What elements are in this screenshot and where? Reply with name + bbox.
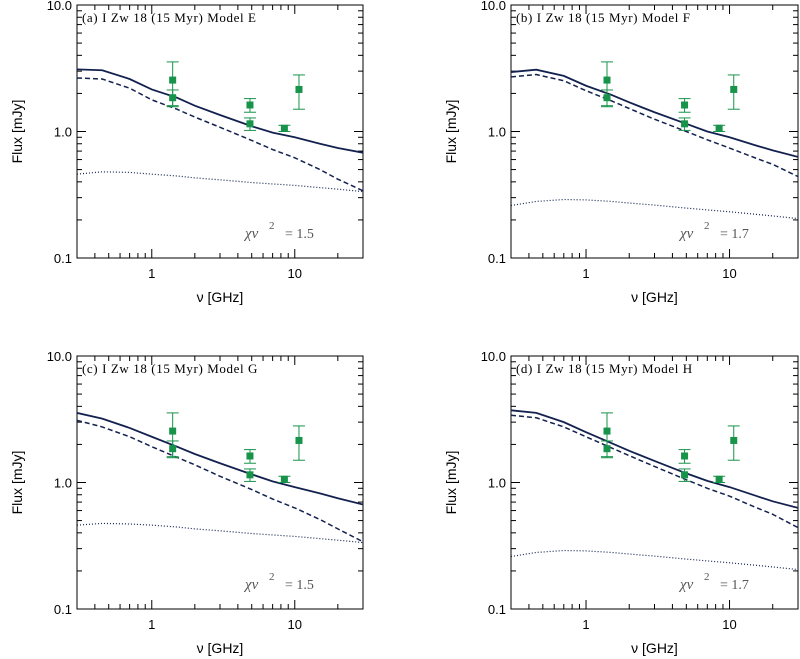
y-tick-label: 0.1 — [488, 251, 506, 266]
model-line-dashed — [77, 419, 363, 543]
data-point — [246, 452, 254, 460]
x-tick-label: 10 — [722, 266, 736, 281]
y-axis-title: Flux [mJy] — [9, 451, 25, 515]
y-axis-title: Flux [mJy] — [443, 451, 459, 515]
data-point — [681, 101, 689, 109]
panel-title: (b) I Zw 18 (15 Myr) Model F — [516, 10, 691, 25]
chi-symbol: χν — [678, 226, 694, 242]
y-tick-label: 1.0 — [488, 125, 506, 140]
chi-value: = 1.5 — [285, 578, 314, 593]
chart-panel-0: 1 10 0.1 1.0 10.0 ν [GHz] Flux [mJy] (a) I Zw 1… — [9, 0, 364, 305]
panel-title: (d) I Zw 18 (15 Myr) Model H — [516, 361, 693, 376]
x-axis-title: ν [GHz] — [197, 289, 244, 305]
data-point — [603, 427, 611, 435]
data-point — [681, 471, 689, 479]
model-line-dashed — [511, 414, 798, 529]
data-point — [730, 436, 738, 444]
y-tick-label: 10.0 — [481, 349, 506, 364]
panel-title: (c) I Zw 18 (15 Myr) Model G — [82, 361, 258, 376]
x-tick-label: 1 — [582, 266, 589, 281]
y-tick-label: 1.0 — [54, 125, 72, 140]
x-tick-label: 10 — [288, 617, 302, 632]
data-point — [603, 94, 611, 102]
data-point — [246, 101, 254, 109]
y-tick-label: 10.0 — [481, 0, 506, 13]
data-point — [681, 452, 689, 460]
y-tick-label: 1.0 — [54, 476, 72, 491]
model-line-solid — [77, 68, 363, 154]
y-tick-label: 1.0 — [488, 476, 506, 491]
data-point — [280, 124, 288, 132]
data-point — [280, 475, 288, 483]
data-point — [295, 85, 303, 93]
x-tick-label: 1 — [148, 617, 155, 632]
model-line-dotted — [511, 198, 798, 220]
model-line-solid — [77, 412, 363, 506]
chi-superscript: 2 — [269, 571, 275, 583]
data-point — [169, 427, 177, 435]
x-tick-label: 10 — [288, 266, 302, 281]
y-tick-label: 0.1 — [54, 251, 72, 266]
y-tick-label: 10.0 — [47, 349, 72, 364]
chi-symbol: χν — [243, 577, 259, 593]
data-point — [169, 76, 177, 84]
data-point — [603, 76, 611, 84]
chi-symbol: χν — [678, 577, 694, 593]
chi-value: = 1.5 — [285, 227, 314, 242]
data-point — [246, 120, 254, 128]
data-point — [246, 471, 254, 479]
x-axis-title: ν [GHz] — [631, 289, 678, 305]
model-line-dotted — [511, 549, 798, 571]
data-point — [295, 436, 303, 444]
plot-frame — [510, 4, 799, 259]
data-point — [169, 445, 177, 453]
data-point — [715, 475, 723, 483]
x-axis-title: ν [GHz] — [631, 640, 678, 656]
x-tick-label: 10 — [722, 617, 736, 632]
data-point — [730, 85, 738, 93]
panel-title: (a) I Zw 18 (15 Myr) Model E — [82, 10, 257, 25]
model-line-dotted — [77, 522, 363, 544]
chi-superscript: 2 — [704, 571, 710, 583]
chi-symbol: χν — [243, 226, 259, 242]
chi-value: = 1.7 — [720, 578, 749, 593]
x-tick-label: 1 — [582, 617, 589, 632]
plot-frame — [76, 355, 364, 610]
x-tick-label: 1 — [148, 266, 155, 281]
model-line-solid — [511, 68, 798, 158]
chi-superscript: 2 — [704, 220, 710, 232]
chart-panel-1: 1 10 0.1 1.0 10.0 ν [GHz] Flux [mJy] (b) I Zw 1… — [443, 0, 799, 305]
model-line-dashed — [511, 73, 798, 178]
data-point — [169, 94, 177, 102]
plot-frame — [510, 355, 799, 610]
x-axis-title: ν [GHz] — [197, 640, 244, 656]
chart-panel-3: 1 10 0.1 1.0 10.0 ν [GHz] Flux [mJy] (d) I Zw 1… — [443, 349, 799, 656]
chi-superscript: 2 — [269, 220, 275, 232]
data-point — [681, 120, 689, 128]
y-tick-label: 0.1 — [54, 602, 72, 617]
plot-frame — [76, 4, 364, 259]
y-axis-title: Flux [mJy] — [443, 100, 459, 164]
model-line-dashed — [77, 77, 363, 192]
y-tick-label: 0.1 — [488, 602, 506, 617]
model-line-dotted — [77, 171, 363, 193]
data-point — [603, 445, 611, 453]
chi-value: = 1.7 — [720, 227, 749, 242]
y-axis-title: Flux [mJy] — [9, 100, 25, 164]
chart-panel-2: 1 10 0.1 1.0 10.0 ν [GHz] Flux [mJy] (c) I Zw 1… — [9, 349, 364, 656]
data-point — [715, 124, 723, 132]
y-tick-label: 10.0 — [47, 0, 72, 13]
model-line-solid — [511, 409, 798, 509]
